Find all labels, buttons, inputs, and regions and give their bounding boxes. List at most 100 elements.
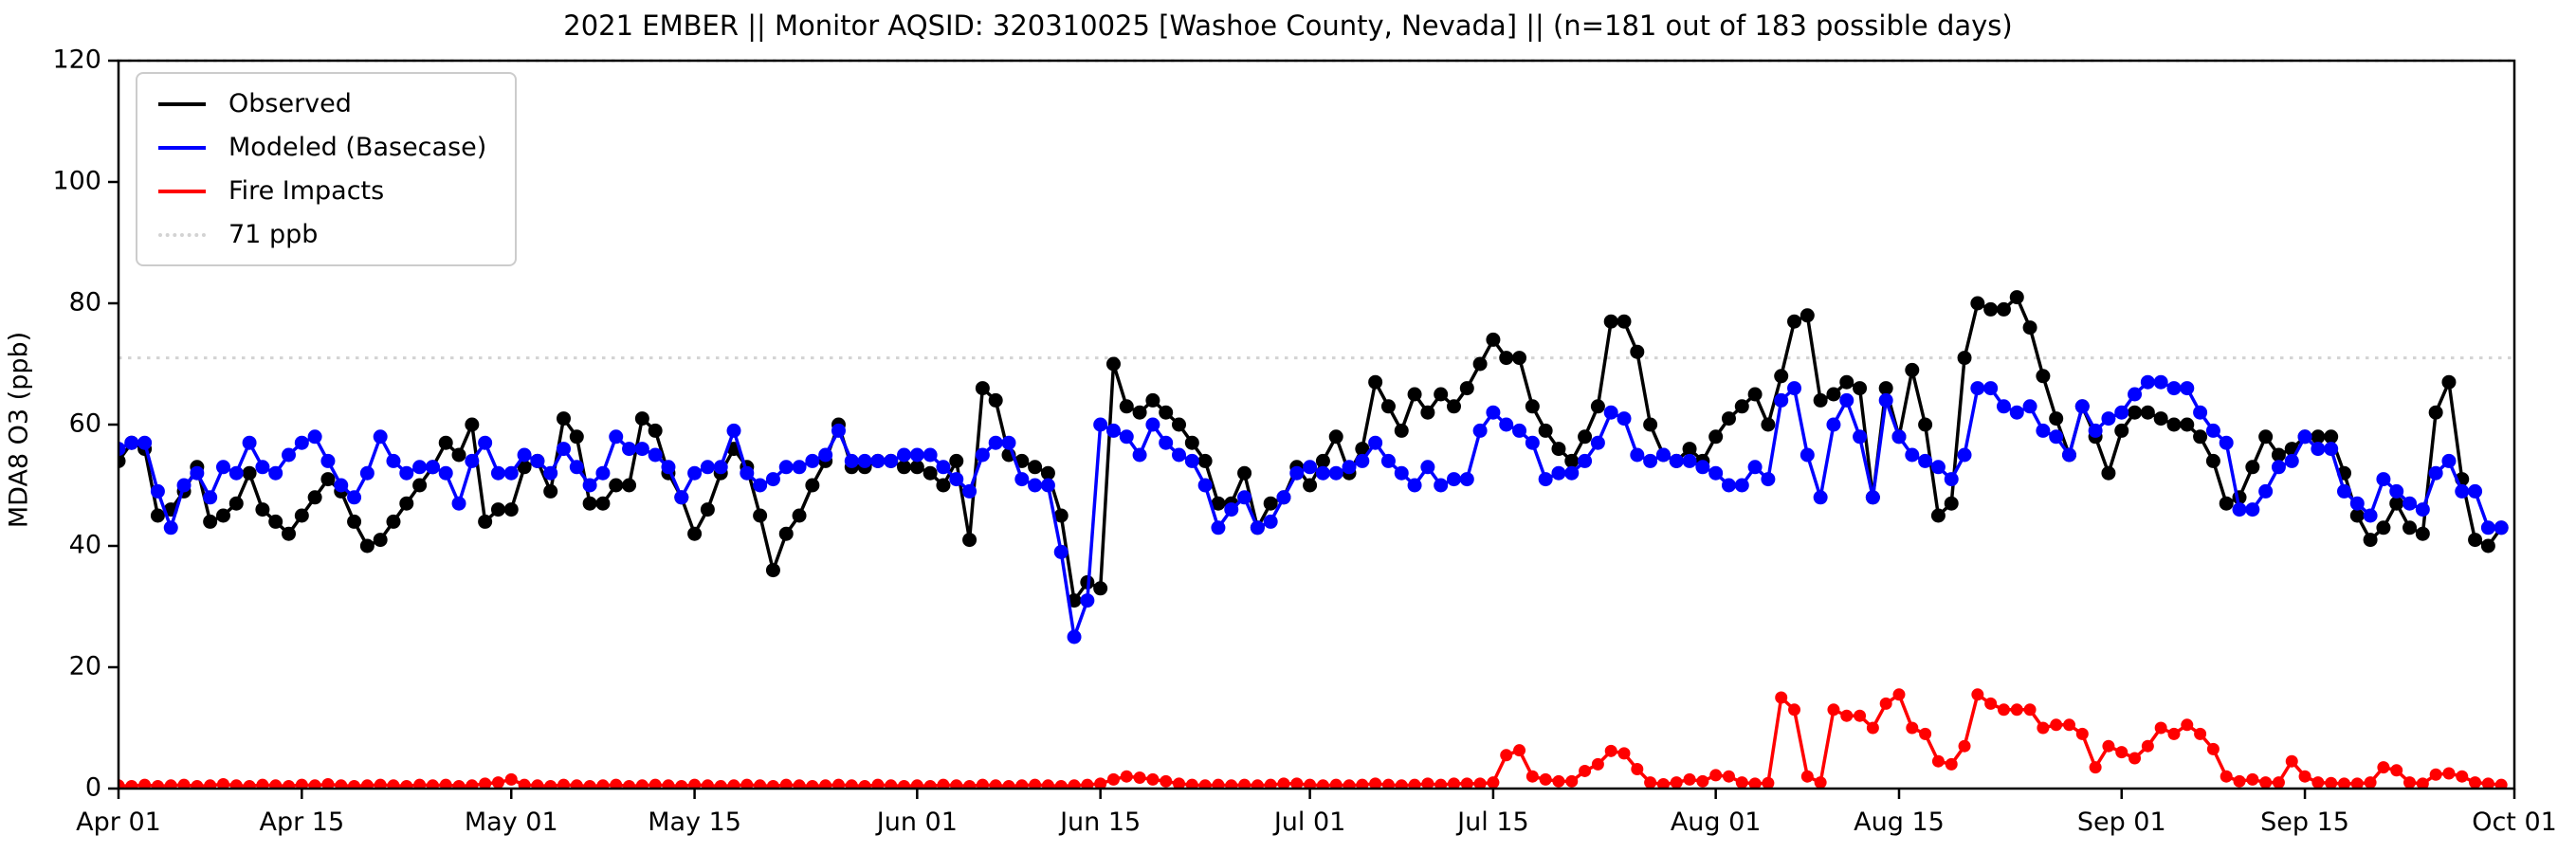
data-point (569, 460, 584, 475)
data-point (2128, 405, 2143, 420)
data-point (2441, 374, 2457, 390)
data-point (1486, 332, 1501, 347)
data-point (1238, 778, 1251, 789)
data-point (1655, 447, 1671, 463)
data-point (2336, 483, 2351, 499)
data-point (2429, 768, 2442, 781)
data-point (1407, 478, 1422, 493)
data-point (2468, 533, 2483, 548)
data-point (543, 465, 558, 481)
data-point (1040, 478, 1055, 493)
data-point (805, 453, 820, 468)
data-point (2415, 526, 2430, 541)
data-point (1342, 460, 1357, 475)
data-point (1970, 381, 1985, 396)
data-point (1539, 772, 1552, 786)
data-point (1996, 399, 2011, 414)
data-point (949, 453, 964, 468)
data-point (2022, 320, 2037, 336)
data-point (765, 563, 780, 578)
data-point (1277, 777, 1290, 789)
data-point (2153, 374, 2168, 390)
data-point (2140, 405, 2155, 420)
data-point (1512, 423, 1527, 438)
data-point (1787, 381, 1802, 396)
data-point (2377, 761, 2390, 774)
data-point (2402, 496, 2418, 511)
data-point (1970, 296, 1985, 311)
y-tick-label: 100 (52, 167, 101, 196)
data-point (1197, 478, 1213, 493)
data-point (2114, 423, 2129, 438)
legend: Observed Modeled (Basecase) Fire Impacts… (136, 72, 518, 266)
data-point (2074, 399, 2090, 414)
data-point (2037, 721, 2050, 735)
data-point (2166, 381, 2182, 396)
data-point (583, 779, 596, 789)
data-point (530, 453, 545, 468)
data-point (1237, 490, 1252, 505)
data-point (962, 483, 977, 499)
data-point (610, 778, 623, 789)
data-point (2271, 460, 2286, 475)
data-point (609, 478, 624, 493)
data-point (1250, 520, 1265, 535)
data-point (1800, 447, 1815, 463)
data-point (1826, 417, 1841, 432)
data-point (2089, 761, 2102, 774)
data-point (2141, 739, 2154, 753)
data-point (975, 447, 990, 463)
data-point (2232, 502, 2247, 517)
data-point (844, 453, 859, 468)
data-point (321, 778, 335, 789)
data-point (386, 514, 401, 529)
x-tick-label: Oct 01 (2472, 808, 2557, 837)
data-point (2311, 776, 2325, 789)
data-point (119, 442, 126, 457)
data-point (648, 423, 663, 438)
data-point (1682, 453, 1697, 468)
data-point (2271, 447, 2286, 463)
data-point (884, 453, 899, 468)
data-point (634, 411, 649, 426)
data-point (243, 779, 256, 789)
data-point (2063, 718, 2076, 732)
y-tick-label: 120 (52, 45, 101, 75)
data-point (1551, 465, 1566, 481)
data-point (1081, 778, 1094, 789)
data-point (1119, 399, 1134, 414)
data-point (923, 465, 938, 481)
data-point (1028, 460, 1043, 475)
data-point (1041, 779, 1054, 789)
data-point (1068, 779, 1081, 789)
data-point (1656, 778, 1670, 789)
data-point (1211, 496, 1226, 511)
data-point (269, 779, 283, 789)
x-tick-label: May 01 (465, 808, 558, 837)
data-point (1944, 472, 1959, 487)
data-point (1800, 770, 1814, 783)
data-point (119, 453, 126, 468)
data-point (988, 392, 1003, 408)
data-point (687, 526, 703, 541)
data-point (2180, 381, 2195, 396)
data-point (2403, 776, 2417, 789)
data-point (1304, 778, 1317, 789)
data-point (1251, 779, 1264, 789)
data-point (1695, 460, 1710, 475)
data-point (989, 779, 1002, 789)
data-point (1708, 465, 1724, 481)
data-point (936, 478, 951, 493)
legend-label-threshold: 71 ppb (228, 220, 319, 249)
data-point (805, 478, 820, 493)
data-point (1604, 744, 1617, 757)
x-tick-label: May 15 (648, 808, 741, 837)
data-point (2428, 405, 2443, 420)
data-point (936, 460, 951, 475)
data-point (1957, 447, 1972, 463)
data-point (1356, 778, 1369, 789)
data-point (2363, 533, 2378, 548)
data-point (2010, 703, 2023, 717)
data-point (582, 478, 597, 493)
data-point (1878, 381, 1893, 396)
